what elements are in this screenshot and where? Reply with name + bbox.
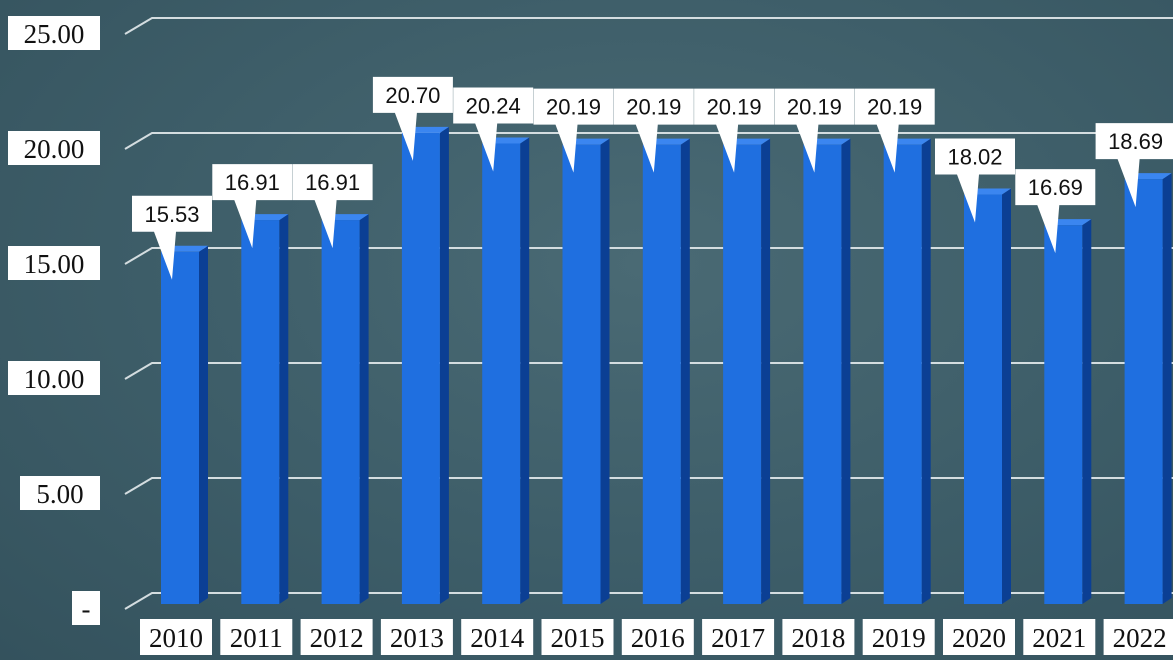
x-tick-box bbox=[300, 619, 373, 655]
data-label-callout bbox=[212, 164, 293, 249]
y-tick-box bbox=[8, 361, 100, 395]
x-tick-label: 2016 bbox=[631, 623, 685, 653]
bar bbox=[642, 144, 681, 604]
data-label-callout bbox=[1015, 169, 1096, 254]
bar-side bbox=[1082, 219, 1092, 604]
y-tick-box bbox=[72, 591, 100, 625]
y-tick-label: 10.00 bbox=[24, 364, 85, 394]
x-tick-box bbox=[461, 619, 534, 655]
gridline bbox=[124, 132, 1173, 150]
data-labels: 15.53 16.91 16.91 20.70 20.24 20.19 20.19 20.19… bbox=[132, 76, 1173, 280]
data-label: 20.19 bbox=[707, 95, 762, 120]
data-label-callout bbox=[774, 88, 855, 173]
bar bbox=[1124, 179, 1163, 604]
bars bbox=[161, 126, 1172, 605]
bar-side bbox=[761, 138, 771, 604]
x-tick-label: 2010 bbox=[149, 623, 203, 653]
data-label: 18.02 bbox=[947, 145, 1002, 170]
y-tick-box bbox=[20, 476, 100, 510]
y-tick-box bbox=[8, 16, 100, 50]
y-tick-label: 5.00 bbox=[36, 479, 83, 509]
x-tick-label: 2014 bbox=[470, 623, 525, 653]
x-tick-label: 2018 bbox=[791, 623, 845, 653]
x-tick-label: 2021 bbox=[1032, 623, 1086, 653]
x-tick-label: 2020 bbox=[952, 623, 1006, 653]
y-tick-label: 20.00 bbox=[24, 134, 85, 164]
x-tick-label: 2019 bbox=[872, 623, 926, 653]
bar bbox=[161, 251, 199, 604]
data-label-callout bbox=[292, 164, 373, 249]
bar-side bbox=[439, 126, 449, 605]
data-label: 16.69 bbox=[1028, 175, 1083, 200]
bar bbox=[723, 144, 762, 604]
x-axis-ticks: 2010 2011 2012 2013 2014 2015 2016 2017 2018 2019… bbox=[140, 619, 1173, 655]
x-tick-box bbox=[380, 619, 453, 655]
bar bbox=[482, 143, 521, 605]
x-tick-box bbox=[943, 619, 1015, 655]
bar-side bbox=[680, 138, 690, 604]
data-label-callout bbox=[372, 76, 453, 161]
bar bbox=[562, 144, 601, 604]
x-tick-label: 2015 bbox=[551, 623, 605, 653]
y-tick-box bbox=[8, 131, 100, 165]
data-label-callout bbox=[935, 138, 1015, 223]
data-label: 20.24 bbox=[466, 93, 521, 118]
data-label: 16.91 bbox=[305, 170, 360, 195]
data-label-callout bbox=[453, 87, 534, 172]
bar bbox=[803, 144, 842, 604]
bar-side bbox=[199, 245, 208, 604]
x-tick-box bbox=[140, 619, 212, 655]
data-label: 15.53 bbox=[144, 202, 199, 227]
data-label: 20.19 bbox=[867, 95, 922, 120]
x-tick-label: 2017 bbox=[711, 623, 765, 653]
data-label: 18.69 bbox=[1108, 129, 1163, 154]
data-label-callout bbox=[533, 88, 614, 173]
y-tick-label: 25.00 bbox=[24, 19, 85, 49]
y-tick-label: - bbox=[82, 594, 91, 624]
bar bbox=[241, 220, 280, 604]
bar-side bbox=[1162, 173, 1172, 604]
data-label: 20.19 bbox=[546, 95, 601, 120]
bar-side bbox=[841, 138, 851, 604]
x-tick-label: 2022 bbox=[1113, 623, 1167, 653]
bar-side bbox=[921, 138, 931, 604]
x-tick-box bbox=[862, 619, 935, 655]
data-label: 20.19 bbox=[787, 95, 842, 120]
bar-side bbox=[279, 214, 289, 604]
data-label-callout bbox=[1095, 123, 1173, 208]
x-tick-box bbox=[541, 619, 614, 655]
bar bbox=[964, 194, 1002, 605]
x-tick-box bbox=[702, 619, 775, 655]
y-tick-box bbox=[8, 246, 100, 280]
bar bbox=[401, 132, 440, 604]
bar bbox=[321, 220, 360, 604]
data-label-callout bbox=[694, 88, 775, 173]
y-axis-ticks: - 5.00 10.00 15.00 20.00 25.00 bbox=[8, 16, 100, 625]
data-label-callout bbox=[613, 88, 694, 173]
x-tick-box bbox=[220, 619, 293, 655]
bar-side bbox=[520, 137, 530, 605]
data-label: 20.19 bbox=[626, 95, 681, 120]
x-tick-label: 2012 bbox=[310, 623, 364, 653]
x-tick-label: 2011 bbox=[230, 623, 283, 653]
x-tick-label: 2013 bbox=[390, 623, 444, 653]
bar bbox=[1044, 225, 1083, 604]
bar-side bbox=[600, 138, 610, 604]
x-tick-box bbox=[1023, 619, 1096, 655]
gridline bbox=[124, 17, 1173, 35]
data-label-callout bbox=[854, 88, 935, 173]
bar-side bbox=[1002, 188, 1011, 605]
data-label: 16.91 bbox=[225, 170, 280, 195]
data-label: 20.70 bbox=[385, 83, 440, 108]
y-tick-label: 15.00 bbox=[24, 249, 85, 279]
x-tick-box bbox=[1103, 619, 1173, 655]
bar-side bbox=[359, 214, 369, 604]
data-label-callout bbox=[132, 195, 212, 280]
x-tick-box bbox=[621, 619, 694, 655]
bar bbox=[883, 144, 922, 604]
x-tick-box bbox=[782, 619, 855, 655]
